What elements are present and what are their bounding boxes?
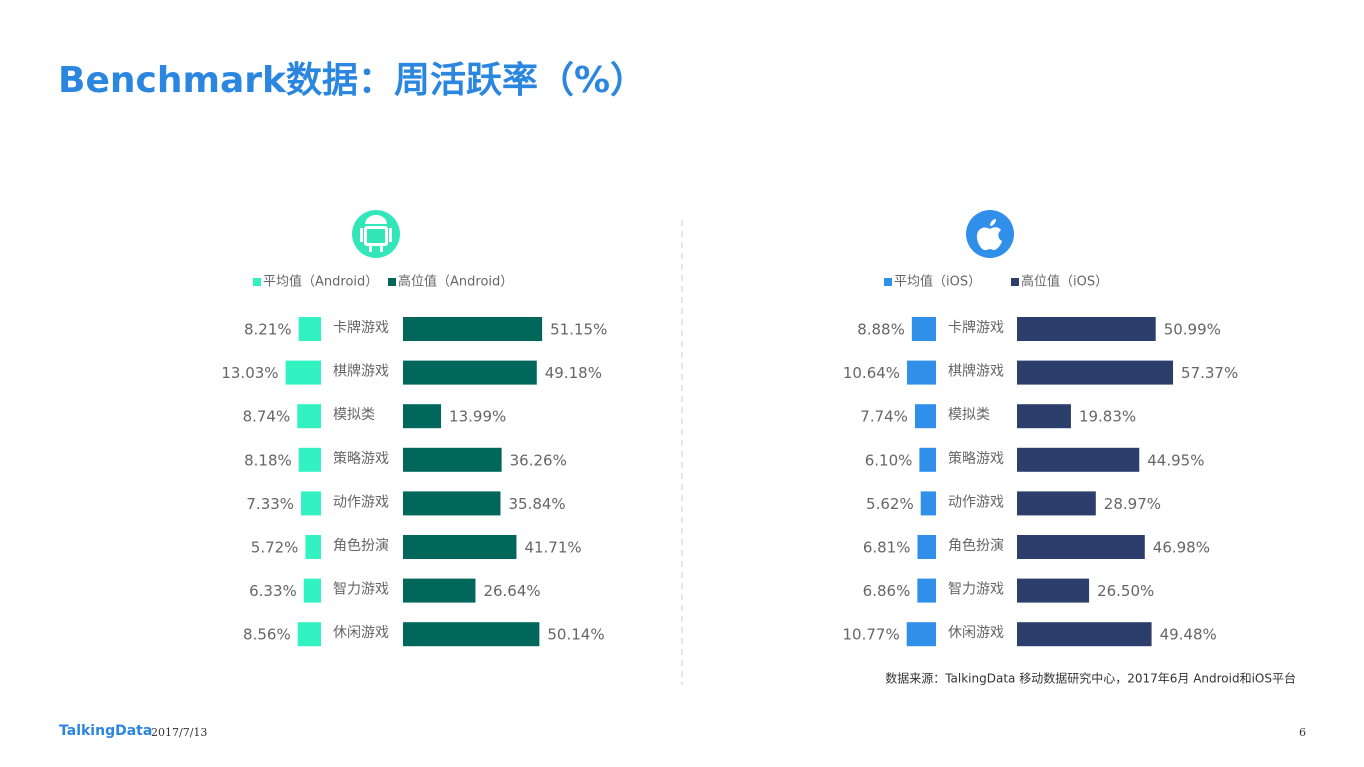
high-bar [1017,447,1140,472]
legend-label: 高位值（iOS） [1021,274,1108,290]
high-bar [403,622,540,647]
high-value-label: 19.83% [1079,408,1136,426]
avg-value-label: 8.18% [244,451,292,469]
avg-bar [917,578,936,603]
avg-value-label: 10.64% [843,364,900,382]
avg-bar [907,360,936,385]
high-bar [1017,622,1152,647]
apple-icon [966,210,1014,258]
category-label: 动作游戏 [948,494,1004,510]
source-note: 数据来源：TalkingData 移动数据研究中心，2017年6月 Androi… [885,671,1296,686]
category-label: 模拟类 [948,407,990,423]
high-value-label: 46.98% [1153,539,1210,557]
high-bar [403,491,501,516]
high-value-label: 57.37% [1181,364,1238,382]
avg-value-label: 7.74% [860,408,908,426]
legend-swatch [388,278,396,286]
avg-value-label: 13.03% [221,364,278,382]
avg-bar [914,404,936,429]
avg-bar [297,404,321,429]
high-value-label: 49.18% [545,364,602,382]
high-value-label: 13.99% [449,408,506,426]
high-bar [403,535,517,559]
avg-bar [285,360,321,385]
avg-value-label: 8.88% [857,321,905,339]
avg-bar [298,317,321,341]
high-value-label: 28.97% [1104,495,1161,513]
category-label: 智力游戏 [948,582,1004,598]
legend-label: 高位值（Android） [398,274,513,290]
high-bar [403,404,442,429]
high-bar [1017,578,1090,603]
legend-swatch [1011,278,1019,286]
avg-bar [911,317,936,341]
category-label: 卡牌游戏 [333,319,389,336]
high-bar [1017,317,1156,341]
avg-value-label: 6.10% [865,451,913,469]
high-value-label: 35.84% [508,495,565,513]
avg-value-label: 5.62% [866,495,914,513]
avg-bar [303,578,321,603]
avg-value-label: 6.86% [863,582,911,600]
category-label: 棋牌游戏 [948,363,1004,380]
category-label: 休闲游戏 [948,625,1004,641]
page-number: 6 [1299,726,1306,739]
brand: TalkingData [59,723,152,739]
category-label: 角色扮演 [333,537,389,554]
avg-value-label: 8.21% [244,321,292,339]
high-value-label: 41.71% [524,539,581,557]
avg-bar [298,447,321,472]
android-icon [352,210,400,258]
high-bar [403,317,543,341]
high-bar [1017,535,1145,559]
avg-bar [920,491,936,516]
avg-value-label: 10.77% [843,626,900,644]
avg-value-label: 8.56% [243,626,291,644]
high-value-label: 26.50% [1097,582,1154,600]
category-label: 智力游戏 [333,582,389,598]
avg-bar [917,535,936,559]
category-label: 卡牌游戏 [948,319,1004,336]
avg-bar [919,447,936,472]
category-label: 休闲游戏 [333,625,389,641]
legend-swatch [884,278,892,286]
high-value-label: 26.64% [483,582,540,600]
high-bar [403,360,537,385]
category-label: 模拟类 [333,407,375,423]
category-label: 棋牌游戏 [333,363,389,380]
category-label: 动作游戏 [333,494,389,510]
category-label: 角色扮演 [948,537,1004,554]
high-value-label: 44.95% [1147,451,1204,469]
avg-value-label: 7.33% [246,495,294,513]
avg-bar [297,622,321,647]
category-label: 策略游戏 [948,450,1004,467]
avg-bar [906,622,936,647]
high-bar [403,447,502,472]
high-value-label: 51.15% [550,321,607,339]
high-value-label: 49.48% [1160,626,1217,644]
category-label: 策略游戏 [333,450,389,467]
avg-bar [305,535,321,559]
legend-label: 平均值（Android） [263,274,378,290]
avg-value-label: 6.81% [863,539,911,557]
avg-value-label: 5.72% [251,539,299,557]
high-bar [403,578,476,603]
legend-swatch [253,278,261,286]
date: 2017/7/13 [151,726,207,739]
high-value-label: 36.26% [510,451,567,469]
high-bar [1017,404,1071,429]
avg-value-label: 8.74% [243,408,291,426]
high-bar [1017,491,1096,516]
high-value-label: 50.14% [547,626,604,644]
avg-value-label: 6.33% [249,582,297,600]
high-value-label: 50.99% [1164,321,1221,339]
avg-bar [301,491,321,516]
slide-title: Benchmark数据：周活跃率（%） [58,60,646,101]
high-bar [1017,360,1174,385]
legend-label: 平均值（iOS） [894,274,981,290]
